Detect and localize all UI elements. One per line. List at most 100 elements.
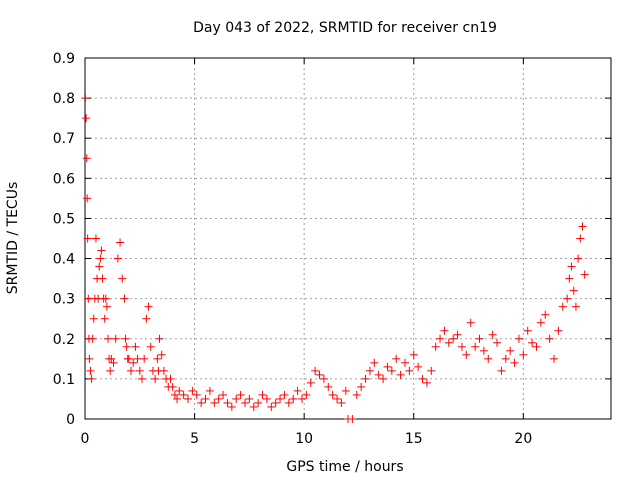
- data-point: [578, 222, 587, 231]
- data-point: [280, 390, 289, 399]
- data-point: [109, 358, 118, 367]
- data-point: [289, 394, 298, 403]
- data-point: [116, 238, 125, 247]
- x-tick-label: 20: [514, 431, 532, 447]
- y-tick-label: 0: [66, 412, 75, 428]
- data-point: [541, 310, 550, 319]
- data-point: [81, 94, 90, 103]
- data-point: [122, 342, 131, 351]
- data-point: [168, 382, 177, 391]
- data-point: [545, 334, 554, 343]
- data-point: [352, 390, 361, 399]
- data-point: [140, 354, 149, 363]
- y-tick-label: 0.8: [53, 91, 75, 107]
- y-axis-label: SRMTID / TECUs: [5, 182, 21, 295]
- axis-ticks: 0 0.1 0.2 0.3 0.4 0.5 0.6 0.7 0.8 0.9 0 5 10 15 20: [53, 51, 611, 447]
- data-point: [370, 358, 379, 367]
- data-point: [574, 254, 583, 263]
- data-point: [409, 350, 418, 359]
- data-point: [111, 334, 120, 343]
- data-point: [462, 350, 471, 359]
- data-point: [86, 366, 95, 375]
- data-point: [554, 326, 563, 335]
- data-point: [137, 374, 146, 383]
- x-tick-label: 10: [295, 431, 313, 447]
- data-point: [153, 354, 162, 363]
- data-point: [107, 354, 116, 363]
- data-point: [249, 402, 258, 411]
- data-point: [127, 366, 136, 375]
- data-point: [91, 234, 100, 243]
- data-point: [569, 286, 578, 295]
- data-point: [179, 390, 188, 399]
- data-point: [571, 302, 580, 311]
- data-point: [293, 386, 302, 395]
- data-point: [519, 350, 528, 359]
- data-point: [379, 374, 388, 383]
- data-point: [124, 354, 133, 363]
- data-point: [205, 386, 214, 395]
- chart-title: Day 043 of 2022, SRMTID for receiver cn1…: [193, 20, 497, 36]
- data-point: [528, 338, 537, 347]
- data-point: [436, 334, 445, 343]
- data-point: [192, 390, 201, 399]
- data-point: [245, 394, 254, 403]
- data-point: [466, 318, 475, 327]
- data-point: [254, 398, 263, 407]
- data-point: [83, 194, 92, 203]
- data-point: [501, 354, 510, 363]
- data-point: [144, 302, 153, 311]
- data-point: [414, 362, 423, 371]
- x-tick-label: 5: [190, 431, 199, 447]
- data-point: [337, 398, 346, 407]
- data-point: [87, 374, 96, 383]
- data-point: [302, 390, 311, 399]
- data-point: [188, 386, 197, 395]
- data-point: [532, 342, 541, 351]
- data-point: [210, 398, 219, 407]
- data-point: [405, 366, 414, 375]
- data-point: [440, 326, 449, 335]
- data-point: [96, 254, 105, 263]
- data-point: [324, 382, 333, 391]
- data-point: [240, 398, 249, 407]
- data-point: [357, 382, 366, 391]
- data-point: [361, 374, 370, 383]
- data-point: [227, 402, 236, 411]
- data-point: [129, 358, 138, 367]
- plot-frame: [84, 57, 612, 420]
- x-tick-label: 0: [81, 431, 90, 447]
- data-point: [82, 114, 91, 123]
- data-point: [98, 274, 107, 283]
- data-point: [146, 342, 155, 351]
- data-point: [82, 154, 91, 163]
- data-point: [506, 346, 515, 355]
- data-point: [514, 334, 523, 343]
- data-point: [121, 334, 130, 343]
- data-point: [100, 314, 109, 323]
- data-point: [197, 398, 206, 407]
- data-point: [106, 366, 115, 375]
- data-point: [151, 374, 160, 383]
- y-tick-label: 0.9: [53, 51, 75, 67]
- data-point: [333, 394, 342, 403]
- data-points: [81, 94, 589, 423]
- data-point: [365, 366, 374, 375]
- data-point: [453, 330, 462, 339]
- data-point: [284, 398, 293, 407]
- data-point: [276, 394, 285, 403]
- data-point: [479, 346, 488, 355]
- data-point: [558, 302, 567, 311]
- data-point: [471, 342, 480, 351]
- data-point: [328, 390, 337, 399]
- y-tick-label: 0.7: [53, 131, 75, 147]
- data-point: [201, 394, 210, 403]
- data-point: [262, 394, 271, 403]
- data-point: [510, 358, 519, 367]
- data-point: [576, 234, 585, 243]
- data-point: [427, 366, 436, 375]
- data-point: [104, 334, 113, 343]
- data-point: [565, 274, 574, 283]
- data-point: [449, 334, 458, 343]
